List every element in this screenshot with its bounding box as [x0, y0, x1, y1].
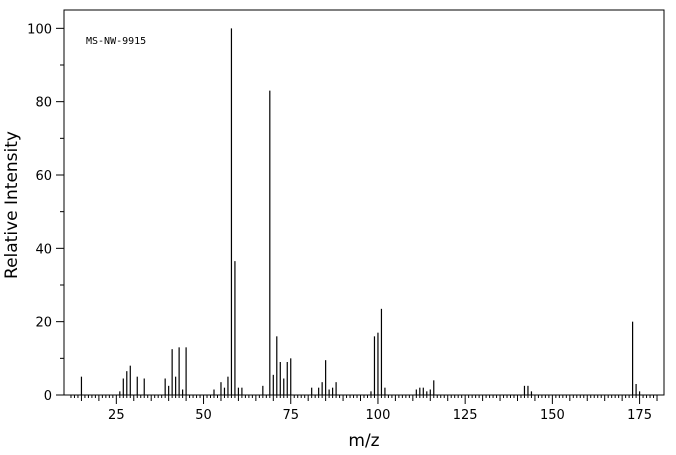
- x-axis: 25 50 75 100 125 150 175: [70, 395, 658, 423]
- spectrum-peaks: [80, 28, 641, 395]
- x-tick-label: 150: [540, 408, 565, 423]
- x-tick-label: 50: [195, 408, 212, 423]
- y-tick-label: 40: [35, 242, 52, 257]
- x-tick-label: 75: [282, 408, 299, 423]
- spectrum-id-annotation: MS-NW-9915: [86, 36, 146, 47]
- x-axis-label: m/z: [348, 431, 379, 451]
- y-tick-label: 80: [35, 96, 52, 111]
- y-axis-label: Relative Intensity: [2, 131, 22, 279]
- y-tick-label: 20: [35, 316, 52, 331]
- y-axis: 0 20 40 60 80 100: [27, 22, 64, 404]
- y-tick-label: 0: [44, 389, 52, 404]
- x-tick-label: 125: [453, 408, 478, 423]
- x-tick-label: 100: [366, 408, 391, 423]
- x-tick-label: 25: [108, 408, 125, 423]
- plot-frame: [63, 9, 665, 396]
- y-tick-label: 60: [35, 169, 52, 184]
- y-tick-label: 100: [27, 22, 52, 37]
- x-tick-label: 175: [627, 408, 652, 423]
